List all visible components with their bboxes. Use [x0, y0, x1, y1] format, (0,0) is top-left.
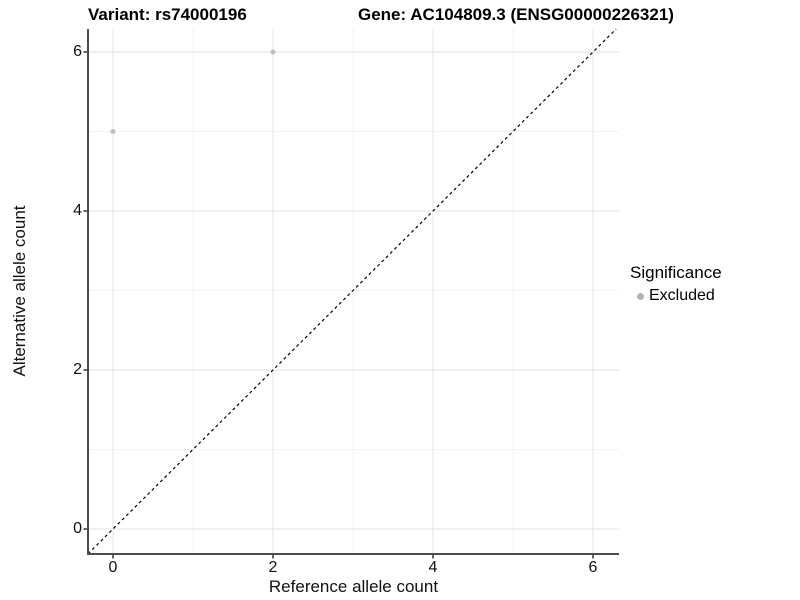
x-tick-label: 4	[428, 559, 438, 576]
y-axis-title: Alternative allele count	[10, 205, 29, 377]
x-tick-label: 2	[268, 559, 278, 576]
y-tick-label: 4	[73, 201, 82, 219]
x-tick-label: 0	[108, 559, 118, 576]
plot-title-variant: Variant: rs74000196	[88, 5, 247, 24]
legend: Significance Excluded	[630, 263, 722, 305]
x-axis-title: Reference allele count	[268, 577, 439, 596]
point-swatch-icon	[637, 292, 644, 300]
y-tick-label: 2	[73, 360, 82, 378]
legend-item-excluded: Excluded	[637, 287, 722, 305]
data-point	[270, 49, 276, 55]
x-tick-label: 6	[588, 559, 598, 576]
data-point	[110, 128, 116, 134]
legend-item-label: Excluded	[649, 287, 715, 304]
legend-title: Significance	[630, 263, 722, 282]
plot-title-gene: Gene: AC104809.3 (ENSG00000226321)	[358, 5, 674, 24]
y-tick-label: 6	[73, 42, 82, 60]
identity-reference-line	[87, 28, 617, 555]
y-tick-label: 0	[73, 519, 82, 537]
